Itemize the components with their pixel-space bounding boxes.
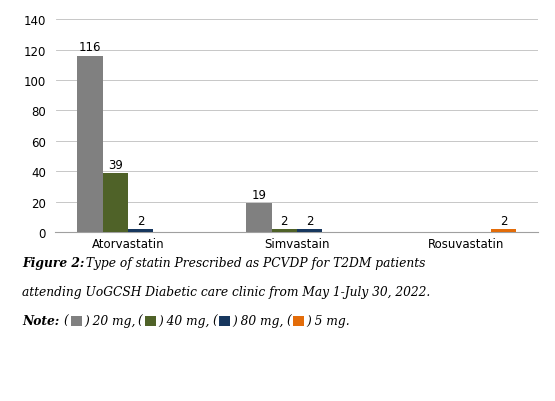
Text: (: (	[212, 314, 217, 327]
Text: 39: 39	[108, 158, 123, 171]
Text: 2: 2	[500, 214, 507, 227]
Bar	[491, 229, 516, 233]
Text: ) 80 mg,: ) 80 mg,	[233, 314, 284, 327]
Bar	[103, 173, 128, 233]
Bar	[271, 229, 297, 233]
Text: attending UoGCSH Diabetic care clinic from May 1-July 30, 2022.: attending UoGCSH Diabetic care clinic fr…	[22, 286, 431, 298]
Text: 2: 2	[306, 214, 314, 227]
Bar	[128, 229, 153, 233]
Bar	[297, 229, 322, 233]
Text: ) 5 mg.: ) 5 mg.	[306, 314, 350, 327]
Text: 116: 116	[79, 41, 102, 54]
Text: ) 20 mg,: ) 20 mg,	[84, 314, 135, 327]
Text: ) 40 mg,: ) 40 mg,	[158, 314, 210, 327]
Text: Type of statin Prescribed as PCVDP for T2DM patients: Type of statin Prescribed as PCVDP for T…	[82, 257, 425, 269]
Bar	[78, 57, 103, 233]
Text: 2: 2	[137, 214, 144, 227]
Text: Figure 2:: Figure 2:	[22, 257, 84, 269]
Text: 19: 19	[251, 188, 266, 201]
Text: 2: 2	[280, 214, 288, 227]
Text: (: (	[138, 314, 143, 327]
Text: (: (	[286, 314, 291, 327]
Text: Note:: Note:	[22, 314, 59, 327]
Text: (: (	[64, 314, 69, 327]
Bar	[246, 204, 271, 233]
